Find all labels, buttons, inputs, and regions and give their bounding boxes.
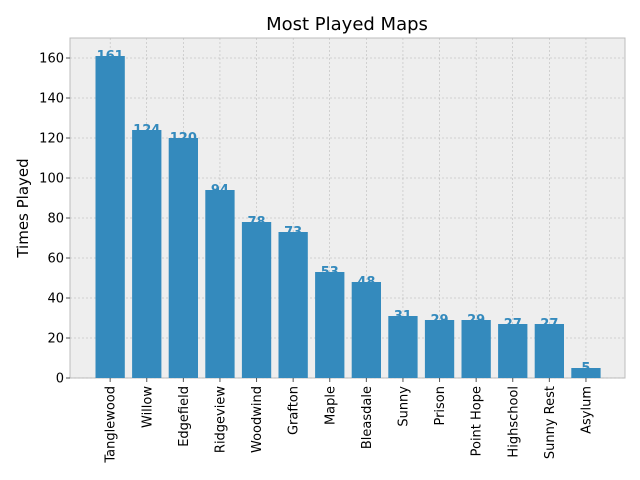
- y-tick-label: 0: [56, 372, 64, 387]
- data-label-sunny-rest: 27: [540, 317, 558, 332]
- data-label-asylum: 5: [581, 361, 590, 376]
- bar-edgefield: [168, 138, 198, 378]
- data-label-highschool: 27: [504, 317, 522, 332]
- data-label-maple: 53: [321, 265, 339, 280]
- x-tick-label-prison: Prison: [433, 386, 448, 426]
- data-label-ridgeview: 94: [211, 183, 229, 198]
- bar-point-hope: [461, 320, 491, 378]
- y-axis-label: Times Played: [14, 158, 32, 258]
- data-label-point-hope: 29: [467, 313, 485, 328]
- data-label-grafton: 73: [284, 225, 302, 240]
- x-tick-label-grafton: Grafton: [287, 386, 302, 435]
- x-tick-label-woodwind: Woodwind: [250, 386, 265, 453]
- bar-maple: [315, 272, 345, 378]
- bar-sunny-rest: [534, 324, 564, 378]
- x-tick-label-asylum: Asylum: [579, 386, 594, 434]
- bar-tanglewood: [95, 56, 125, 378]
- x-tick-label-bleasdale: Bleasdale: [360, 386, 375, 449]
- data-label-willow: 124: [133, 123, 160, 138]
- bar-ridgeview: [205, 190, 235, 378]
- x-axis-ticks: Tanglewood Willow Edgefield Ridgeview Woodwi…: [104, 378, 594, 464]
- data-label-prison: 29: [431, 313, 449, 328]
- chart-title: Most Played Maps: [266, 14, 428, 35]
- x-tick-label-willow: Willow: [140, 386, 155, 428]
- y-tick-label: 160: [39, 52, 64, 67]
- x-tick-label-sunny-rest: Sunny Rest: [543, 386, 558, 459]
- data-label-sunny: 31: [394, 309, 412, 324]
- bar-grafton: [278, 232, 308, 378]
- data-labels: 161 124 120 94 78 73 53 48 31 29 29 27 27 5: [97, 49, 591, 376]
- data-label-edgefield: 120: [170, 131, 197, 146]
- y-tick-label: 100: [39, 172, 64, 187]
- data-label-tanglewood: 161: [97, 49, 124, 64]
- x-tick-label-sunny: Sunny: [396, 386, 411, 427]
- x-tick-label-maple: Maple: [323, 386, 338, 425]
- y-tick-label: 40: [47, 292, 64, 307]
- x-tick-label-point-hope: Point Hope: [470, 386, 485, 456]
- bar-willow: [132, 130, 162, 378]
- x-tick-label-highschool: Highschool: [506, 386, 521, 458]
- x-tick-label-tanglewood: Tanglewood: [104, 386, 119, 464]
- y-tick-label: 60: [47, 252, 64, 267]
- bars: [95, 56, 601, 378]
- bar-highschool: [498, 324, 528, 378]
- bar-asylum: [571, 368, 601, 378]
- x-tick-label-edgefield: Edgefield: [177, 386, 192, 447]
- y-tick-label: 120: [39, 132, 64, 147]
- y-tick-label: 80: [47, 212, 64, 227]
- grid-lines: [70, 38, 625, 379]
- bar-prison: [424, 320, 455, 378]
- y-axis-ticks: 0 20 40 60 80 100 120 140 160: [39, 52, 70, 387]
- data-label-woodwind: 78: [248, 215, 266, 230]
- bar-bleasdale: [351, 282, 381, 378]
- data-label-bleasdale: 48: [357, 275, 375, 290]
- bar-woodwind: [241, 222, 272, 378]
- y-tick-label: 140: [39, 92, 64, 107]
- y-tick-label: 20: [47, 332, 64, 347]
- x-tick-label-ridgeview: Ridgeview: [213, 386, 228, 453]
- plot-background: [69, 37, 626, 379]
- bar-sunny: [388, 316, 418, 378]
